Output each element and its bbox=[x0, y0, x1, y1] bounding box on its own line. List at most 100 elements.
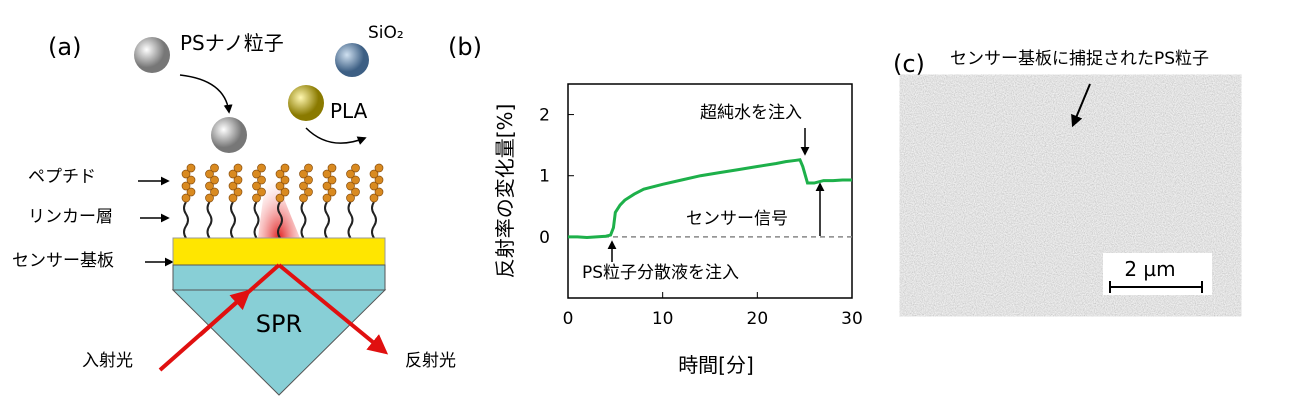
prism bbox=[171, 289, 387, 396]
y-tick-label: 2 bbox=[539, 106, 550, 126]
amino-acid bbox=[280, 187, 290, 197]
amino-acid bbox=[369, 181, 379, 191]
amino-acid bbox=[299, 193, 308, 203]
peptide-layer bbox=[181, 163, 384, 239]
x-tick-label: 20 bbox=[747, 309, 769, 329]
annotation: PS粒子分散液を注入 bbox=[582, 263, 739, 283]
amino-acid bbox=[374, 187, 384, 197]
gold-film bbox=[172, 237, 386, 266]
amino-acid bbox=[275, 169, 285, 179]
amino-acid bbox=[351, 187, 360, 197]
panel-label: (b) bbox=[448, 33, 482, 61]
label: PSナノ粒子 bbox=[180, 31, 284, 55]
amino-acid bbox=[322, 169, 332, 179]
amino-acid bbox=[228, 193, 238, 203]
amino-acid bbox=[369, 169, 379, 179]
amino-acid bbox=[304, 163, 313, 173]
amino-acid bbox=[186, 175, 196, 185]
amino-acid bbox=[351, 175, 360, 185]
amino-acid bbox=[275, 193, 285, 203]
arrow bbox=[305, 127, 367, 145]
label: PLA bbox=[330, 99, 368, 123]
label: 入射光 bbox=[82, 351, 133, 371]
arrow bbox=[1071, 83, 1091, 128]
caption: センサー基板に捕捉されたPS粒子 bbox=[950, 49, 1209, 69]
amino-acid bbox=[186, 163, 196, 173]
y-tick-label: 1 bbox=[539, 167, 550, 187]
label: SiO₂ bbox=[368, 23, 404, 43]
amino-acid bbox=[210, 163, 219, 173]
x-tick-label: 30 bbox=[841, 309, 863, 329]
linker bbox=[371, 201, 377, 239]
amino-acid bbox=[346, 193, 355, 203]
amino-acid bbox=[257, 175, 266, 185]
panel-c: (c) センサー基板に捕捉されたPS粒子 2 µm bbox=[893, 49, 1213, 296]
amino-acid bbox=[299, 181, 308, 191]
sio2-sphere bbox=[335, 43, 369, 77]
amino-acid bbox=[210, 187, 219, 197]
amino-acid bbox=[275, 181, 285, 191]
amino-acid bbox=[257, 187, 266, 197]
linker bbox=[300, 201, 307, 239]
x-tick-label: 10 bbox=[652, 309, 674, 329]
amino-acid bbox=[374, 175, 384, 185]
amino-acid bbox=[205, 193, 214, 203]
amino-acid bbox=[280, 175, 290, 185]
amino-acid bbox=[322, 193, 332, 203]
amino-acid bbox=[327, 175, 337, 185]
amino-acid bbox=[257, 163, 266, 173]
amino-acid bbox=[181, 193, 191, 203]
amino-acid bbox=[233, 187, 243, 197]
amino-acid bbox=[210, 175, 219, 185]
label: 反射光 bbox=[405, 351, 456, 371]
linker bbox=[277, 201, 283, 239]
scale-label: 2 µm bbox=[1124, 257, 1175, 281]
amino-acid bbox=[374, 163, 384, 173]
glass bbox=[172, 264, 386, 291]
y-tick-label: 0 bbox=[539, 228, 550, 248]
amino-acid bbox=[327, 163, 337, 173]
plot-frame bbox=[567, 83, 853, 299]
x-tick-label: 0 bbox=[563, 309, 574, 329]
x-axis-label: 時間[分] bbox=[678, 353, 754, 377]
linker bbox=[324, 201, 330, 239]
ps-sphere bbox=[211, 117, 247, 153]
pla-sphere bbox=[288, 85, 324, 121]
panel-b: (b) 時間[分] 反射率の変化量[%] 超純水を注入 センサー信号 PS粒子分… bbox=[448, 33, 863, 377]
panel-label: (c) bbox=[893, 50, 925, 78]
amino-acid bbox=[233, 175, 243, 185]
panel-label: (a) bbox=[48, 33, 81, 61]
beam bbox=[277, 263, 389, 355]
data-line bbox=[568, 158, 852, 239]
amino-acid bbox=[304, 187, 313, 197]
y-axis-label: 反射率の変化量[%] bbox=[493, 104, 517, 279]
amino-acid bbox=[205, 181, 214, 191]
label: ペプチド bbox=[28, 167, 96, 187]
amino-acid bbox=[228, 169, 238, 179]
amino-acid bbox=[252, 193, 261, 203]
linker bbox=[347, 201, 354, 239]
label: リンカー層 bbox=[28, 207, 113, 227]
amino-acid bbox=[369, 193, 379, 203]
annotation: センサー信号 bbox=[686, 209, 788, 229]
amino-acid bbox=[181, 181, 191, 191]
label: センサー基板 bbox=[12, 251, 114, 271]
amino-acid bbox=[351, 163, 360, 173]
panel-a: (a) PSナノ粒子 SiO₂ PLA ペプチド リンカー層 センサー基板 SP… bbox=[12, 23, 456, 396]
amino-acid bbox=[252, 181, 261, 191]
label: SPR bbox=[256, 310, 302, 338]
linker bbox=[206, 201, 213, 239]
amino-acid bbox=[322, 181, 332, 191]
amino-acid bbox=[304, 175, 313, 185]
amino-acid bbox=[280, 163, 290, 173]
amino-acid bbox=[233, 163, 243, 173]
amino-acid bbox=[346, 169, 355, 179]
ps-sphere bbox=[134, 37, 170, 73]
linker bbox=[253, 201, 260, 239]
arrow bbox=[179, 74, 233, 114]
amino-acid bbox=[186, 187, 196, 197]
amino-acid bbox=[228, 181, 238, 191]
linker bbox=[183, 201, 189, 239]
